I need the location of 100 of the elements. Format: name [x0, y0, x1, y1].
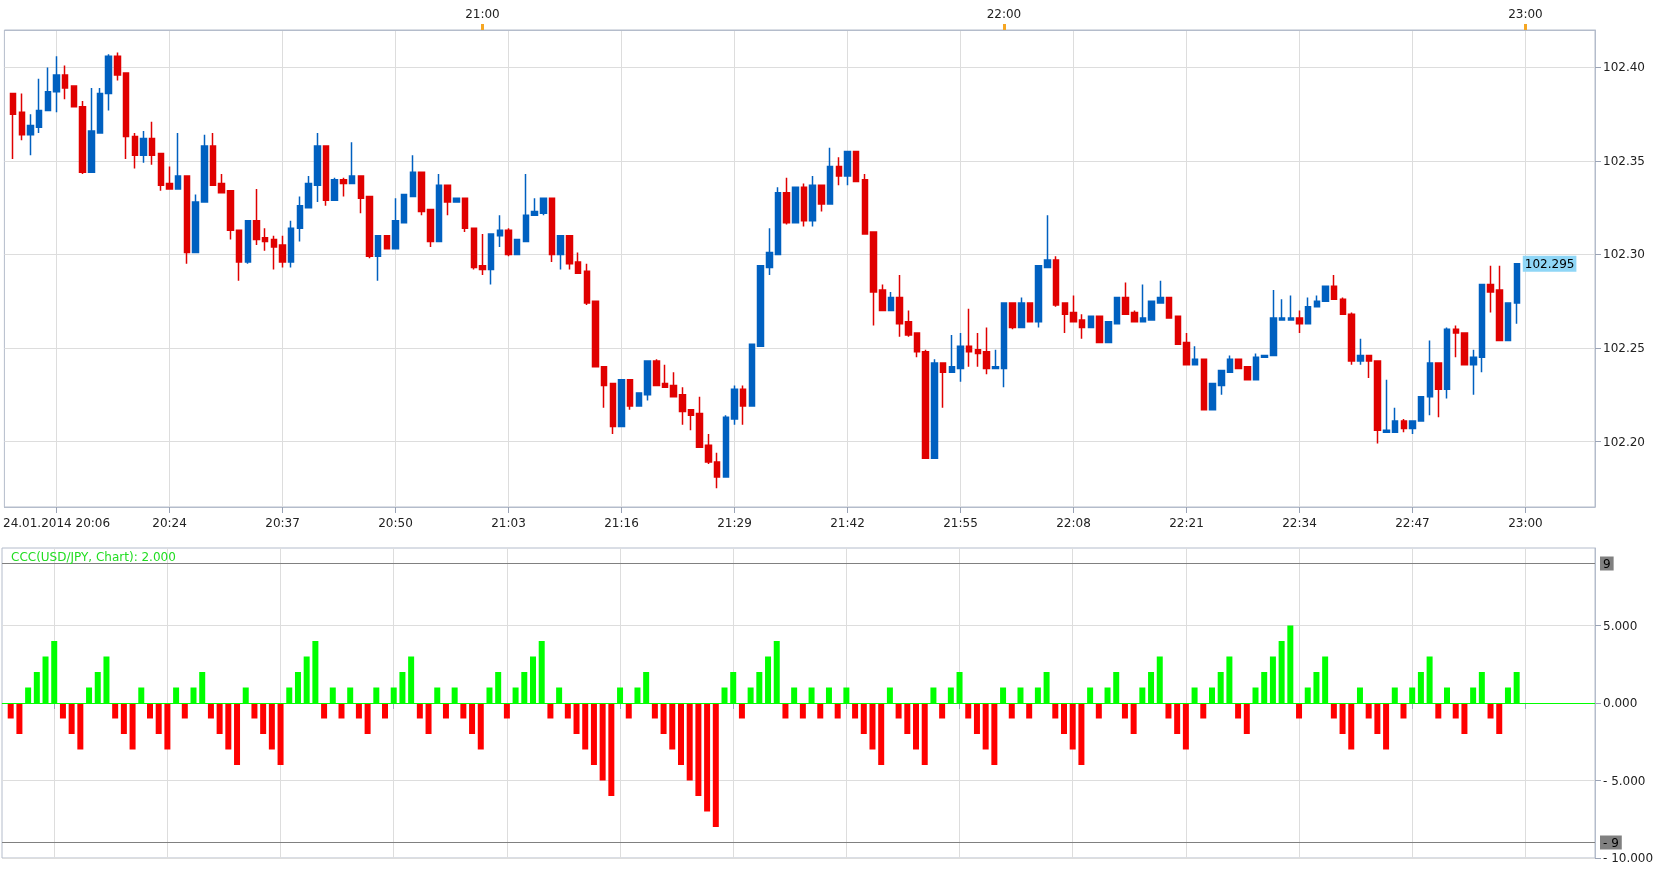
candlestick [1121, 281, 1130, 316]
candlestick [948, 334, 956, 374]
bar [895, 703, 902, 719]
bar [225, 703, 232, 750]
candlestick [1017, 296, 1026, 329]
candlestick [87, 87, 96, 173]
bar [59, 703, 66, 719]
bar [599, 703, 606, 781]
bar [660, 703, 667, 734]
candlestick [1269, 289, 1278, 357]
ref-line-label: - 9 [1603, 835, 1619, 850]
bar [68, 703, 75, 734]
bar [1243, 703, 1250, 734]
candlestick [1208, 382, 1217, 411]
candlestick [1034, 264, 1043, 329]
bar [547, 703, 554, 719]
candlestick [609, 382, 617, 435]
bar [1400, 703, 1407, 719]
bar [817, 703, 824, 719]
candlestick [304, 175, 313, 209]
candlestick [461, 197, 469, 233]
candlestick [104, 53, 113, 112]
candlestick [1252, 352, 1260, 381]
candlestick [513, 238, 521, 256]
bar [7, 703, 14, 719]
candlestick [600, 365, 608, 409]
bar [921, 703, 928, 765]
candlestick [617, 379, 626, 428]
bar [1121, 703, 1128, 719]
candlestick [1174, 315, 1182, 346]
x-tick-label: 20:24 [152, 516, 187, 530]
candlestick [139, 130, 148, 164]
bar [112, 703, 119, 719]
bar [982, 703, 989, 750]
x-tick-label: 21:42 [830, 516, 865, 530]
candlestick [669, 371, 678, 398]
candlestick [1217, 369, 1226, 396]
bar [155, 703, 162, 734]
bar [477, 703, 484, 750]
bar [1487, 703, 1494, 719]
x-tick-label: 20:50 [378, 516, 413, 530]
bar [1182, 703, 1189, 750]
candlestick [417, 171, 426, 216]
candlestick [1113, 296, 1121, 325]
bar [355, 703, 362, 719]
bar [852, 703, 859, 719]
candlestick [556, 235, 565, 271]
y-tick-label: - 5.000 [1603, 773, 1646, 788]
candlestick [765, 227, 774, 276]
bar [382, 703, 389, 719]
candlestick [643, 360, 652, 402]
candlestick [1417, 395, 1425, 422]
candlestick [313, 132, 322, 203]
bar [234, 703, 241, 765]
bar [277, 703, 284, 765]
candlestick [539, 197, 548, 216]
candlestick [1356, 337, 1365, 366]
candlestick [270, 235, 278, 271]
candlestick [1321, 285, 1330, 302]
y-tick-label: 102.35 [1603, 153, 1645, 168]
candlestick [895, 274, 904, 338]
candlestick [835, 156, 843, 187]
candlestick [800, 182, 808, 228]
candlestick [704, 433, 713, 465]
candlestick [409, 154, 417, 198]
bar [1461, 703, 1468, 734]
candlestick [435, 173, 443, 243]
bar [965, 703, 972, 719]
chart-title: CCC(USD/JPY, Chart): 2.000 [11, 550, 176, 564]
candlestick [452, 197, 461, 203]
bar [251, 703, 258, 719]
candlestick [113, 51, 122, 82]
bar [564, 703, 571, 719]
candlestick [1260, 354, 1269, 359]
candlestick [1304, 296, 1312, 325]
candlestick [52, 55, 61, 114]
x-tick-label: 22:34 [1282, 516, 1317, 530]
bar [1374, 703, 1381, 734]
bar [582, 703, 589, 750]
bar [1496, 703, 1503, 734]
candlestick [131, 132, 139, 170]
x-tick-label: 23:00 [1508, 516, 1543, 530]
candlestick [96, 87, 104, 134]
bar [268, 703, 275, 750]
bar [1078, 703, 1085, 765]
candlestick [1391, 407, 1399, 433]
candlestick [678, 386, 687, 426]
candlestick [496, 214, 504, 248]
bar [338, 703, 345, 719]
x-tick-label: 21:16 [604, 516, 639, 530]
candlestick [18, 92, 26, 142]
candlestick [652, 358, 661, 387]
bar [704, 703, 711, 812]
ref-line-label: 9 [1603, 556, 1611, 571]
candlestick [217, 173, 226, 194]
bar [573, 703, 580, 734]
candlestick [1243, 365, 1252, 381]
bar [1008, 703, 1015, 719]
bar [1174, 703, 1181, 734]
x2-tick-label: 23:00 [1508, 7, 1543, 21]
